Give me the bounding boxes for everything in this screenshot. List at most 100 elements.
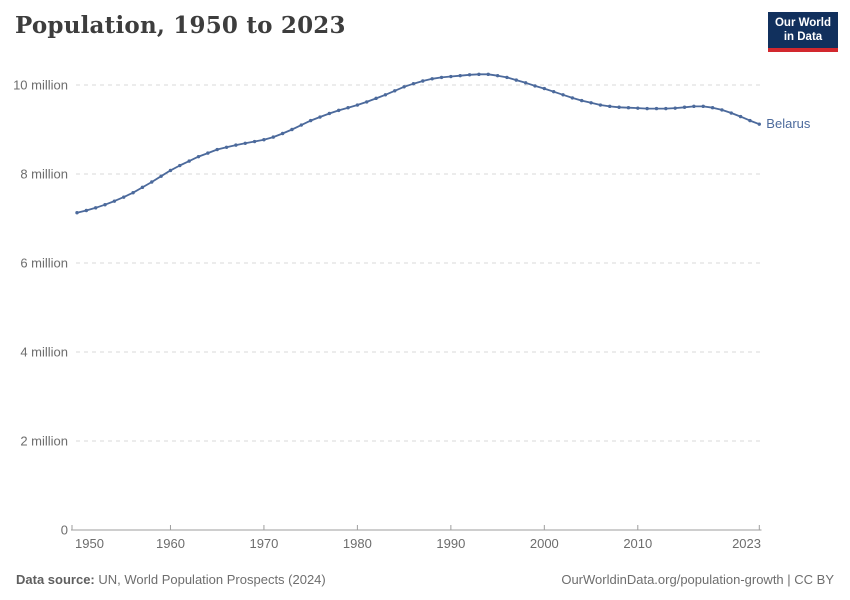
data-point-marker [608, 104, 612, 109]
data-point-marker [505, 75, 509, 80]
data-point-marker [280, 131, 285, 136]
y-axis-tick-label: 6 million [20, 256, 68, 271]
data-point-marker [458, 73, 462, 78]
data-point-marker [393, 89, 397, 93]
data-point-marker [533, 84, 537, 88]
data-point-marker [467, 73, 472, 77]
chart-footer: Data source: UN, World Population Prospe… [16, 572, 834, 587]
data-point-marker [589, 101, 593, 105]
data-point-marker [421, 79, 425, 83]
data-point-marker [224, 145, 229, 149]
data-point-marker [159, 174, 163, 178]
data-point-marker [206, 151, 210, 155]
data-point-marker [374, 96, 378, 101]
data-point-marker [580, 98, 584, 103]
data-point-marker [617, 105, 621, 109]
series-line-belarus[interactable] [76, 73, 761, 214]
data-point-marker [710, 105, 715, 110]
data-point-marker [729, 111, 733, 115]
y-axis-tick-label: 2 million [20, 434, 68, 449]
data-point-marker [720, 108, 724, 112]
data-point-marker [495, 73, 500, 78]
data-point-marker [140, 185, 145, 190]
data-point-marker [365, 100, 369, 104]
data-point-marker [215, 147, 219, 152]
data-point-marker [196, 154, 201, 159]
data-point-marker [570, 96, 575, 100]
data-source-text: UN, World Population Prospects (2024) [98, 572, 326, 587]
x-axis-tick-label: 1970 [249, 536, 278, 551]
data-point-marker [514, 78, 518, 82]
data-point-marker [93, 206, 98, 210]
y-axis-tick-label: 10 million [13, 78, 68, 93]
data-point-marker [318, 115, 322, 119]
data-point-marker [561, 93, 565, 97]
x-axis-tick-label: 2000 [530, 536, 559, 551]
data-point-marker [383, 93, 388, 97]
data-point-marker [626, 105, 631, 110]
data-point-marker [449, 74, 453, 79]
data-point-marker [178, 163, 182, 168]
data-point-marker [252, 139, 257, 144]
data-point-marker [738, 114, 743, 119]
x-axis-tick-label: 1990 [436, 536, 465, 551]
data-point-marker [308, 118, 313, 123]
credit-link[interactable]: OurWorldinData.org/population-growth | C… [561, 572, 834, 587]
owid-logo-line1: Our World [774, 17, 831, 29]
data-point-marker [112, 199, 117, 203]
data-point-marker [411, 81, 416, 86]
owid-logo[interactable]: Our World in Data [768, 12, 838, 52]
y-axis-tick-label: 0 [61, 523, 68, 538]
x-axis-tick-label: 1950 [75, 536, 104, 551]
page-title: Population, 1950 to 2023 [15, 12, 346, 39]
data-point-marker [430, 77, 434, 81]
data-point-marker [645, 106, 649, 111]
data-point-marker [486, 72, 490, 77]
entity-label[interactable]: Belarus [766, 116, 811, 131]
data-point-marker [439, 75, 444, 80]
data-point-marker [271, 135, 275, 139]
data-point-marker [701, 104, 705, 109]
y-axis-tick-label: 4 million [20, 345, 68, 360]
data-point-marker [542, 86, 547, 91]
data-point-marker [187, 159, 191, 163]
data-point-marker [402, 85, 406, 89]
data-point-marker [337, 108, 341, 113]
data-point-marker [131, 190, 135, 195]
data-point-marker [477, 72, 481, 77]
data-point-marker [290, 127, 294, 132]
x-axis-tick-label: 1980 [343, 536, 372, 551]
owid-logo-line2: in Data [783, 31, 823, 43]
data-point-marker [262, 138, 266, 142]
data-point-marker [346, 105, 350, 110]
data-point-marker [122, 195, 126, 199]
data-point-marker [243, 141, 247, 145]
data-point-marker [598, 103, 603, 107]
data-point-marker [150, 180, 154, 184]
x-axis-tick-label: 2023 [732, 536, 761, 551]
data-point-marker [692, 104, 696, 109]
data-point-marker [355, 103, 360, 107]
data-point-marker [327, 111, 332, 116]
data-point-marker [299, 123, 304, 127]
data-point-marker [234, 143, 238, 147]
data-point-marker [748, 118, 752, 123]
data-point-marker [757, 122, 761, 126]
data-point-marker [75, 211, 79, 215]
x-axis-tick-label: 1960 [156, 536, 185, 551]
data-point-marker [673, 106, 677, 110]
data-point-marker [682, 105, 687, 109]
data-point-marker [84, 208, 89, 213]
data-source-label: Data source: [16, 572, 95, 587]
data-point-marker [523, 81, 528, 85]
data-point-marker [103, 203, 107, 207]
data-point-marker [636, 106, 640, 110]
data-source: Data source: UN, World Population Prospe… [16, 572, 326, 587]
x-axis-tick-label: 2010 [623, 536, 652, 551]
data-point-marker [654, 106, 659, 111]
data-point-marker [168, 168, 173, 173]
data-point-marker [551, 89, 556, 94]
y-axis-tick-label: 8 million [20, 167, 68, 182]
